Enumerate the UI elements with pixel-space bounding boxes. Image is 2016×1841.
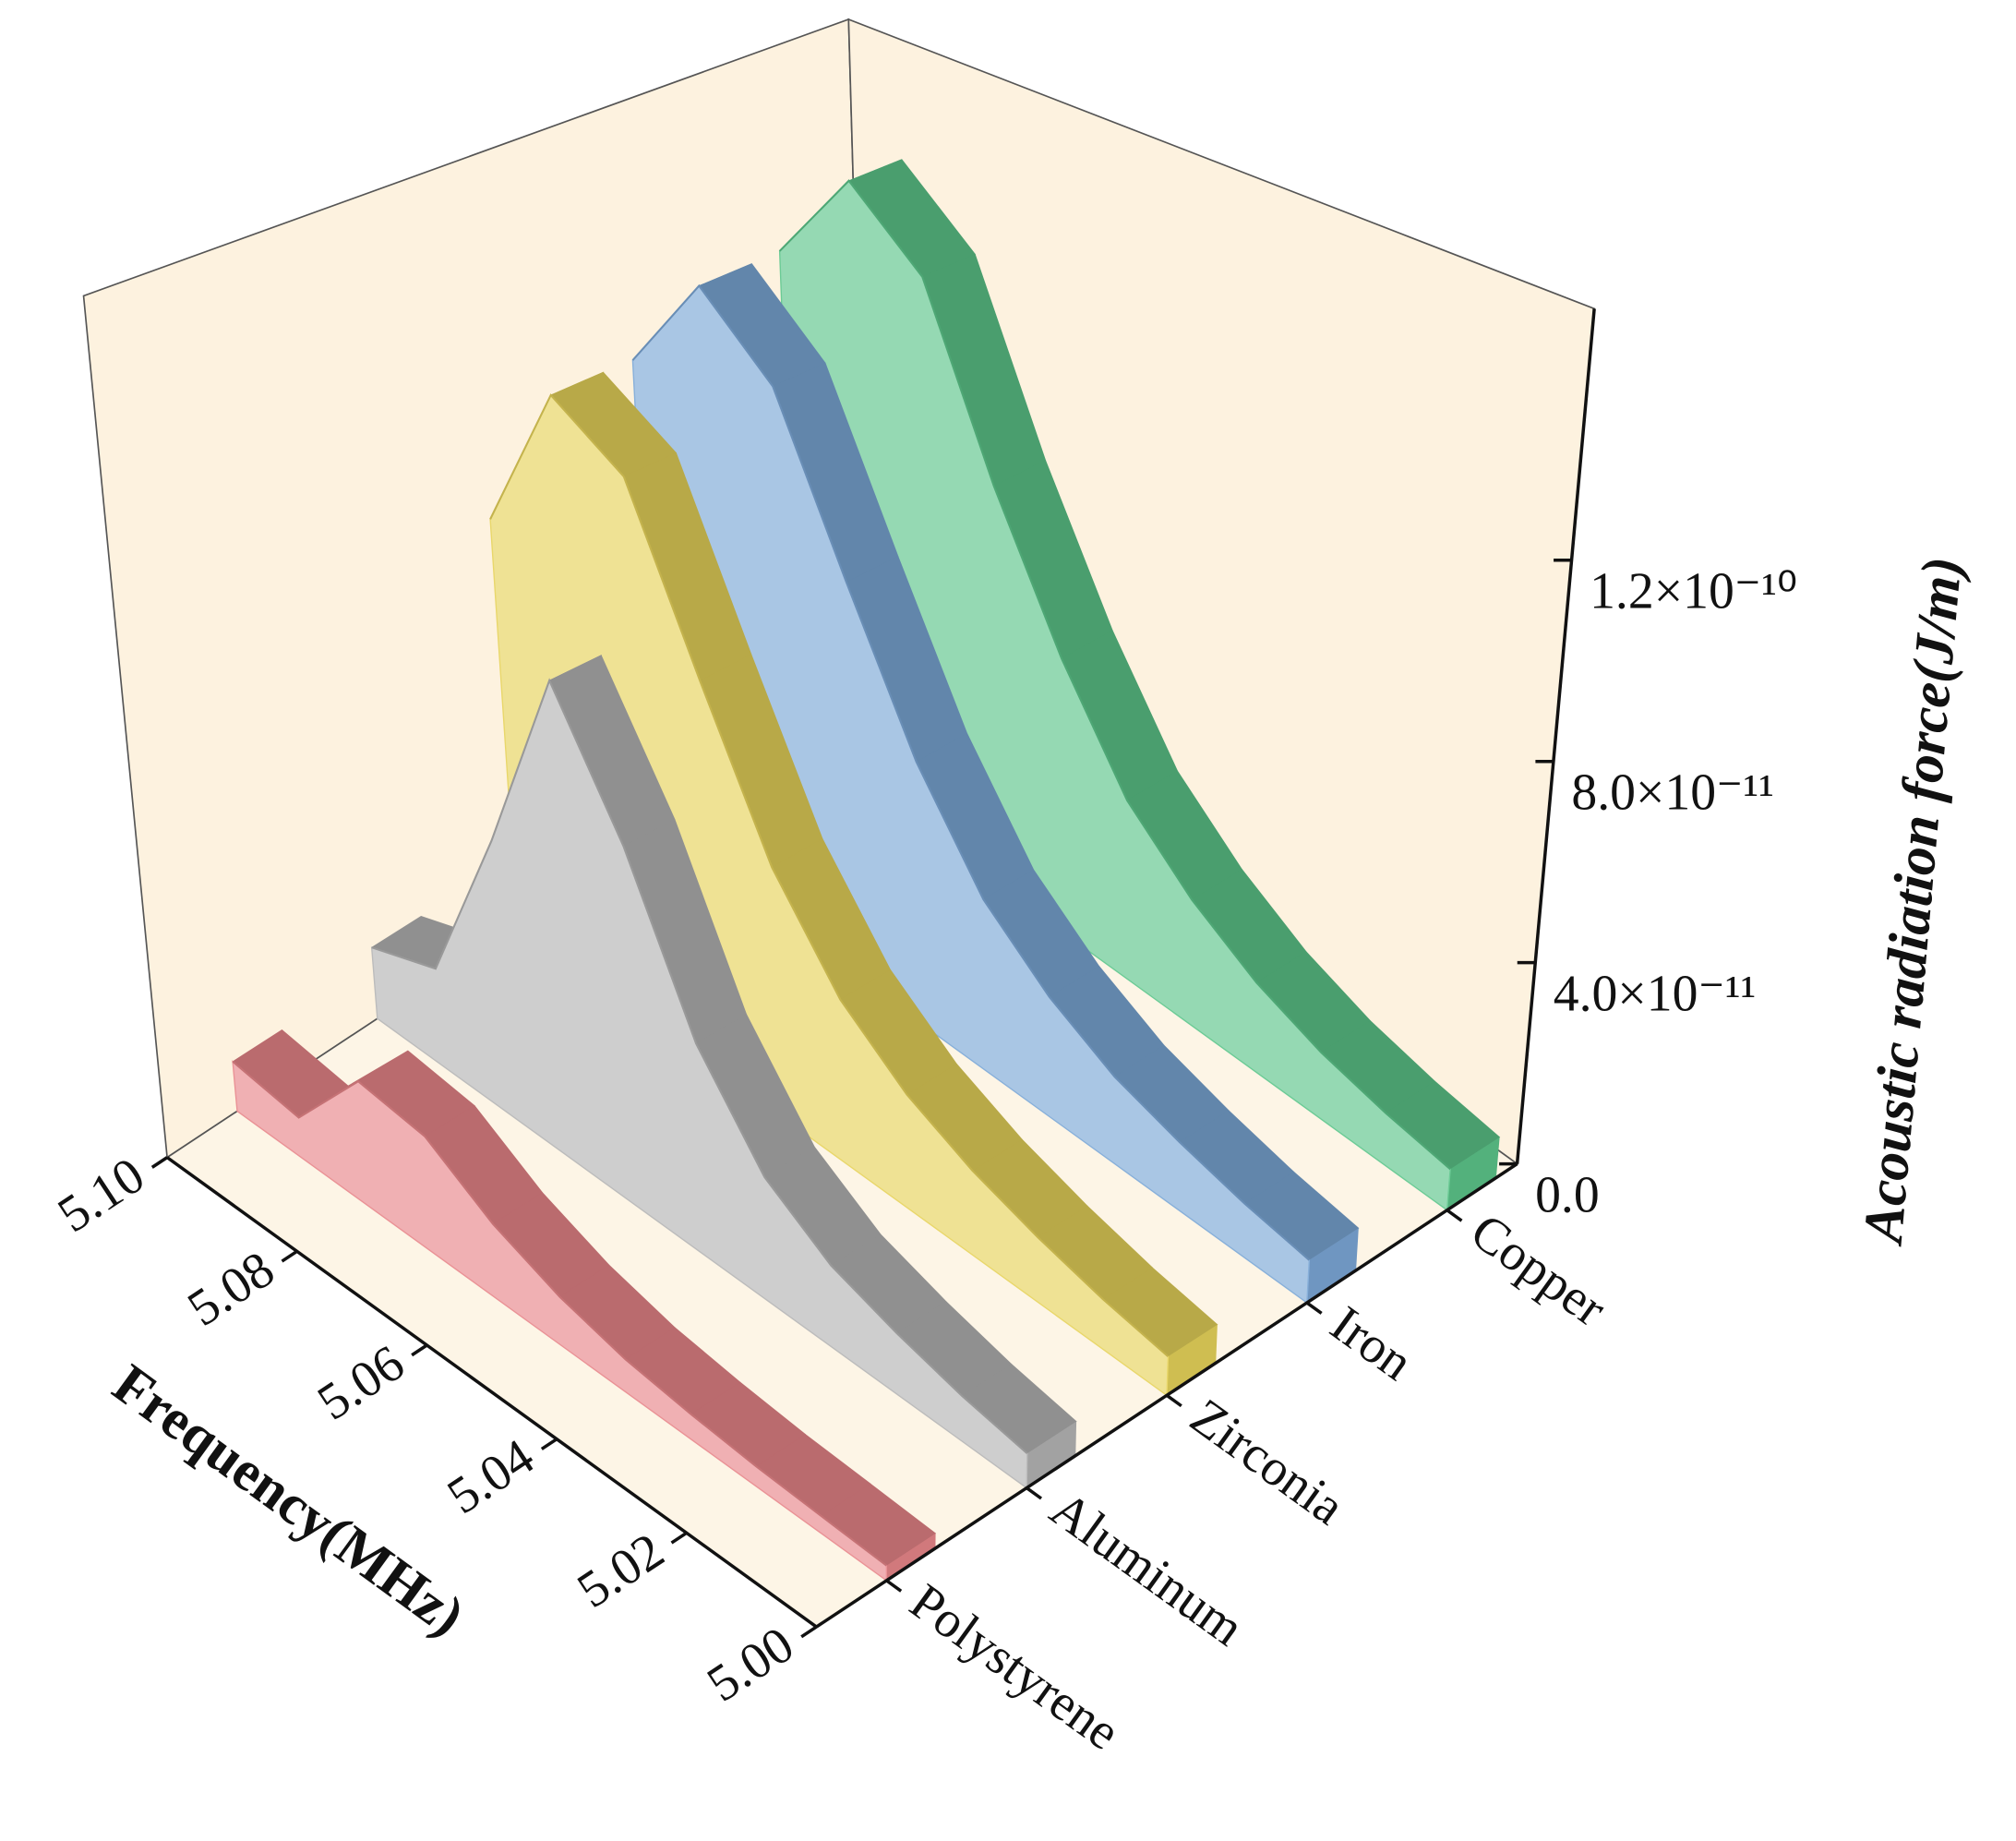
- y-tick-label: 8.0×10⁻¹¹: [1571, 764, 1774, 821]
- category-label: Iron: [1320, 1295, 1423, 1392]
- ribbon-end: [886, 1533, 936, 1581]
- series-line: [631, 283, 1311, 1261]
- category-tick: [1026, 1486, 1043, 1500]
- y-tick-label: 4.0×10⁻¹¹: [1554, 965, 1757, 1022]
- x-tick-label: 5.08: [178, 1240, 285, 1337]
- y-axis-line: [1515, 308, 1596, 1164]
- category-label: Aluminum: [1040, 1480, 1254, 1656]
- series-line: [489, 393, 1170, 1358]
- x-tick: [540, 1438, 558, 1450]
- x-tick-label: 5.00: [697, 1616, 804, 1713]
- x-tick-label: 5.10: [48, 1147, 155, 1244]
- x-tick-label: 5.06: [307, 1334, 414, 1431]
- category-tick: [1305, 1301, 1323, 1315]
- x-axis-title: Frequency(MHz): [102, 1353, 475, 1648]
- ribbon-end: [1167, 1324, 1218, 1396]
- ribbon-end: [1306, 1228, 1359, 1304]
- x-tick: [281, 1249, 298, 1263]
- x-tick-label: 5.02: [568, 1522, 675, 1618]
- x-tick: [670, 1531, 688, 1545]
- y-tick-label: 1.2×10⁻¹⁰: [1590, 563, 1797, 620]
- category-tick: [885, 1579, 903, 1593]
- category-label: Zirconia: [1180, 1388, 1354, 1536]
- ribbon-end: [1446, 1137, 1500, 1210]
- series-line: [778, 179, 1451, 1171]
- series-line: [232, 1060, 888, 1567]
- y-tick-label: 0.0: [1535, 1166, 1600, 1223]
- x-tick: [411, 1343, 428, 1357]
- x-tick-label: 5.04: [438, 1428, 545, 1525]
- ribbon-end: [1026, 1421, 1077, 1488]
- y-axis-title: Acoustic radiation force(J/m): [1852, 554, 1974, 1248]
- x-axis-line: [166, 1156, 818, 1629]
- category-tick: [1165, 1393, 1182, 1408]
- category-label: Polystyrene: [900, 1573, 1131, 1762]
- category-tick: [1446, 1209, 1463, 1222]
- x-tick: [800, 1625, 818, 1639]
- series-line: [371, 678, 1028, 1455]
- x-tick: [150, 1156, 169, 1169]
